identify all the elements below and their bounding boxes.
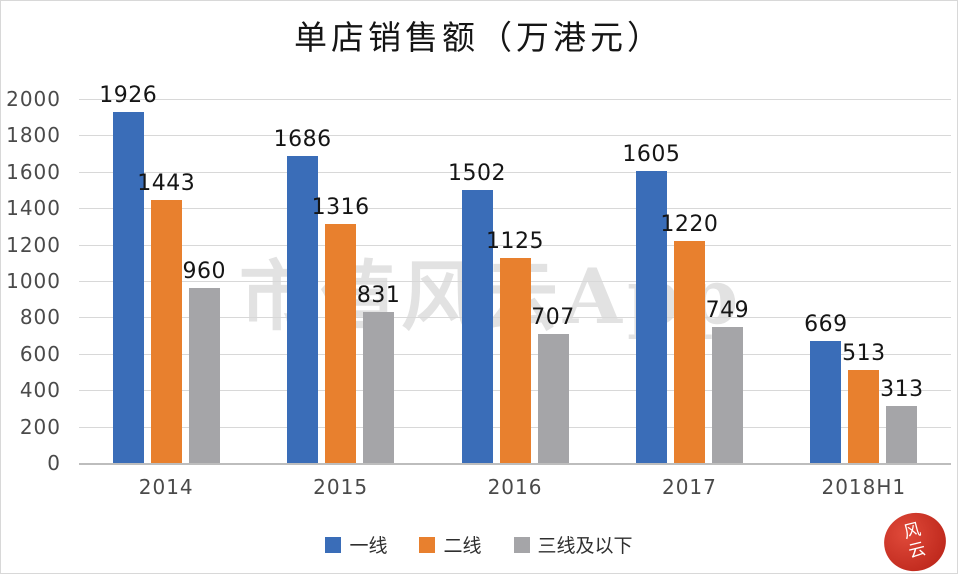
bar-value-label: 513 <box>842 340 886 366</box>
bar-tier2-2018h1: 513 <box>842 341 885 463</box>
bar-group-2018h1: 669 513 313 <box>777 99 951 463</box>
y-tick-label: 1600 <box>6 159 61 184</box>
legend-swatch <box>419 536 436 553</box>
legend-label: 三线及以下 <box>537 535 633 557</box>
bar-group-2015: 1686 1316 831 <box>253 99 427 463</box>
bar-tier2-2014: 1443 <box>137 171 195 463</box>
legend-swatch <box>325 536 342 553</box>
bar-tier1-2017: 1605 <box>622 142 680 463</box>
y-tick-label: 600 <box>19 341 61 366</box>
bar-slot: 1125 <box>486 99 544 463</box>
legend: 一线 二线 三线及以下 <box>1 531 957 558</box>
bar-slot: 707 <box>531 99 574 463</box>
legend-label: 二线 <box>443 535 482 557</box>
bar-value-label: 669 <box>804 312 848 338</box>
legend-swatch <box>513 536 530 553</box>
red-seal-logo: 风 云 <box>877 506 953 573</box>
plot-area: 1926 1443 960 1686 1316 831 1502 1125 707 1605 122… <box>79 83 951 465</box>
x-axis-label: 2018H1 <box>821 475 907 499</box>
bar-group-2014: 1926 1443 960 <box>79 83 253 463</box>
bar-slot: 831 <box>357 99 400 463</box>
gridline <box>79 463 951 465</box>
bar-tier3-and-below-2015: 831 <box>357 283 400 463</box>
legend-label: 一线 <box>349 535 388 557</box>
bar-tier1-2015: 1686 <box>274 127 331 463</box>
bar-groups: 1926 1443 960 1686 1316 831 1502 1125 707 1605 122… <box>79 83 951 463</box>
bar-tier3-and-below-2016: 707 <box>531 305 574 463</box>
bar-value-label: 831 <box>356 282 401 308</box>
bar-tier2-2017: 1220 <box>660 212 718 463</box>
bar-tier2-2016: 1125 <box>486 229 544 463</box>
bar-value-label: 1926 <box>99 83 158 109</box>
bar-slot: 513 <box>842 99 885 463</box>
bar-value-label: 1220 <box>660 211 719 237</box>
legend-item-tier1: 一线 <box>325 531 387 558</box>
bar-tier3-and-below-2017: 749 <box>706 298 749 463</box>
bar-value-label: 1605 <box>622 141 681 167</box>
bar-value-label: 313 <box>880 377 924 403</box>
bar-value-label: 960 <box>182 259 226 285</box>
bar-group-2017: 1605 1220 749 <box>602 99 776 463</box>
legend-item-tier3-and-below: 三线及以下 <box>513 531 633 558</box>
bar-slot: 1443 <box>137 99 195 463</box>
x-axis-labels: 2014 2015 2016 2017 2018H1 <box>79 475 951 499</box>
bar-slot: 669 <box>804 99 847 463</box>
bar-slot: 1686 <box>274 99 331 463</box>
x-axis-label: 2014 <box>138 475 194 499</box>
bar-tier3-and-below-2018h1: 313 <box>880 377 923 463</box>
gridline <box>79 208 951 210</box>
y-tick-label: 200 <box>19 414 61 439</box>
y-axis-labels: 0 200 400 600 800 1000 1200 1400 1600 1800 2000 <box>1 87 67 475</box>
bar-slot: 1502 <box>448 99 506 463</box>
bar-tier3-and-below-2014: 960 <box>182 259 225 463</box>
y-tick-label: 1200 <box>6 232 61 257</box>
bar-slot: 1220 <box>660 99 718 463</box>
bar-value-label: 1686 <box>273 127 332 153</box>
gridline <box>79 171 951 173</box>
y-tick-label: 0 <box>47 451 61 475</box>
y-tick-label: 1400 <box>6 196 61 221</box>
bar-tier1-2018h1: 669 <box>804 312 847 463</box>
bar-value-label: 1125 <box>486 229 545 255</box>
bar-value-label: 707 <box>531 305 575 331</box>
gridline <box>79 244 951 246</box>
chart-title: 单店销售额（万港元） <box>294 18 664 57</box>
x-axis-label: 2015 <box>313 475 369 499</box>
y-tick-label: 1000 <box>6 269 61 293</box>
bar-tier1-2016: 1502 <box>448 161 506 463</box>
bar-slot: 960 <box>182 99 225 463</box>
y-tick-label: 400 <box>19 378 61 403</box>
y-tick-label: 1800 <box>6 123 61 148</box>
y-tick-label: 2000 <box>6 87 61 111</box>
gridline <box>79 99 951 100</box>
bar-value-label: 1316 <box>311 194 370 220</box>
bar-slot: 1316 <box>312 99 369 463</box>
y-tick-label: 800 <box>19 305 61 330</box>
gridline <box>79 135 951 137</box>
bar-slot: 1926 <box>99 83 157 463</box>
bar-value-label: 749 <box>705 297 750 323</box>
bar-slot: 1605 <box>622 99 680 463</box>
bar-group-2016: 1502 1125 707 <box>428 99 602 463</box>
bar-slot: 313 <box>880 99 923 463</box>
legend-item-tier2: 二线 <box>419 531 482 558</box>
x-axis-label: 2017 <box>661 475 717 499</box>
bar-value-label: 1443 <box>137 171 196 197</box>
bar-tier2-2015: 1316 <box>312 195 369 463</box>
x-axis-label: 2016 <box>487 475 543 499</box>
bar-tier1-2014: 1926 <box>99 83 157 463</box>
bar-value-label: 1502 <box>448 160 507 186</box>
bar-slot: 749 <box>706 99 749 463</box>
